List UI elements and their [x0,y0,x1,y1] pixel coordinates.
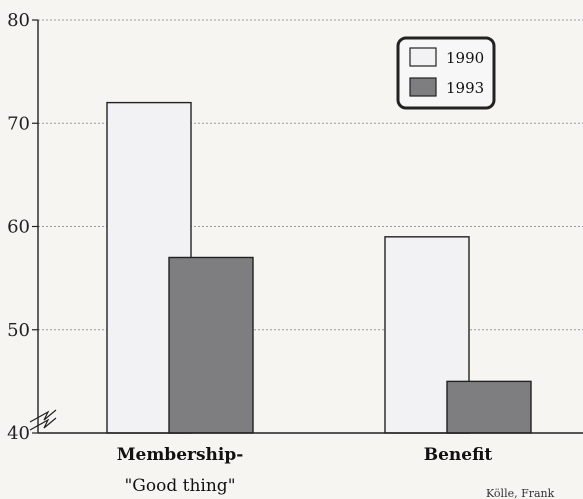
legend-label-1990: 1990 [446,49,484,67]
legend-swatch-1990 [409,47,437,67]
y-tick-label-80: 80 [7,10,30,31]
legend-swatch-1993 [409,77,437,97]
y-tick-label-60: 60 [7,217,30,238]
legend: 1990 1993 [396,36,496,110]
category-label-1: Benefit [424,445,493,465]
bar-1993-1 [446,380,532,434]
credit-text: Kölle, Frank [486,487,555,499]
gridlines [38,19,583,331]
legend-label-1993: 1993 [446,79,484,97]
axis-break-symbol [29,409,57,431]
y-tick-label-50: 50 [7,320,30,341]
category-label-0: Membership- [117,445,244,465]
bar-1993-0 [168,256,254,434]
axes [29,19,583,434]
y-tick-label-40: 40 [7,423,30,444]
y-tick-label-70: 70 [7,113,30,134]
category-sublabel-0: "Good thing" [124,476,235,496]
bars [106,101,532,434]
labels: 40 50 60 70 80 Membership- "Good thing" Benefit [7,10,492,496]
